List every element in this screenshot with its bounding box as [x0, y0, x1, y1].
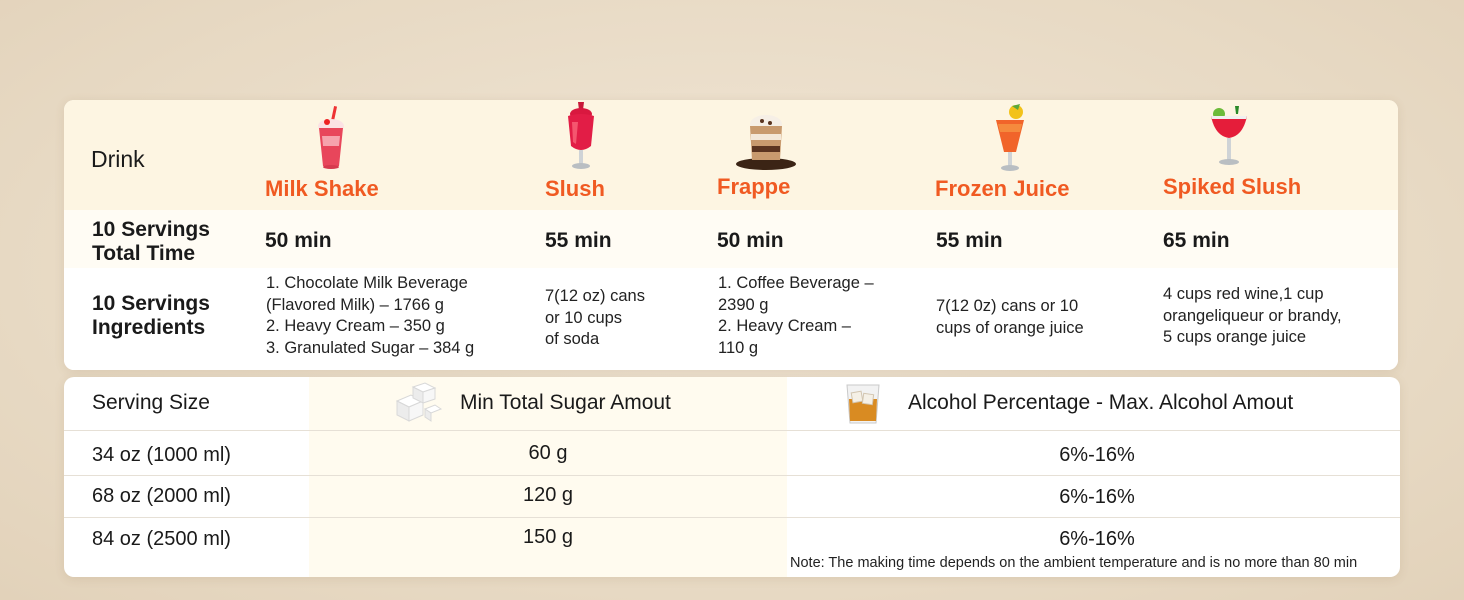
alcohol-cell: 6%-16% — [1059, 528, 1135, 550]
drink-comparison-table: Drink 10 Servings Total Time 10 Servings… — [64, 100, 1398, 370]
time-slush: 55 min — [545, 229, 612, 252]
drink-name-frozen-juice: Frozen Juice — [935, 176, 1070, 201]
serving-size-cell: 84 oz (2500 ml) — [92, 528, 231, 550]
alcohol-cell: 6%-16% — [1059, 486, 1135, 508]
total-time-row — [64, 210, 1398, 268]
sugar-cell: 150 g — [522, 526, 574, 548]
drink-name-milk-shake: Milk Shake — [265, 176, 379, 201]
ingredients-frappe: 1. Coffee Beverage – 2390 g 2. Heavy Cre… — [718, 273, 874, 359]
time-frozen-juice: 55 min — [936, 229, 1003, 252]
ingredient-line: 2. Heavy Cream – 350 g — [266, 317, 445, 335]
milkshake-icon — [318, 106, 344, 169]
ingredient-line: 1. Chocolate Milk Beverage — [266, 274, 468, 292]
ingredient-line: 2. Heavy Cream – — [718, 317, 851, 335]
spiked-slush-icon — [1211, 106, 1247, 165]
ingredient-line: 2390 g — [718, 295, 769, 314]
sugar-cell: 60 g — [528, 442, 568, 464]
whiskey-glass-icon — [846, 384, 880, 424]
time-milk-shake: 50 min — [265, 229, 332, 252]
alcohol-cell: 6%-16% — [1059, 444, 1135, 466]
ingredient-line: orangeliqueur or brandy, — [1163, 306, 1342, 325]
sugar-column-bg — [309, 377, 787, 577]
time-label-line1: 10 Servings — [92, 218, 210, 241]
ingredient-line: or 10 cups — [545, 308, 623, 327]
ingredient-line: 110 g — [718, 338, 759, 357]
ingredients-label-line1: 10 Servings — [92, 292, 210, 315]
ingredient-line: 3. Granulated Sugar – 384 g — [266, 338, 475, 357]
serving-size-cell: 34 oz (1000 ml) — [92, 444, 231, 466]
header-alcohol: Alcohol Percentage - Max. Alcohol Amout — [908, 391, 1294, 414]
ingredients-frozen-juice: 7(12 0z) cans or 10 cups of orange juice — [936, 296, 1084, 339]
ingredient-line: 4 cups red wine,1 cup — [1163, 285, 1324, 303]
footnote: Note: The making time depends on the amb… — [790, 555, 1358, 571]
ingredient-line: (Flavored Milk) – 1766 g — [266, 295, 444, 314]
ingredient-line: 7(12 0z) cans or 10 — [936, 297, 1079, 315]
drink-header-row — [64, 100, 1398, 210]
drink-name-frappe: Frappe — [717, 174, 791, 199]
slush-icon — [568, 102, 594, 169]
serving-size-cell: 68 oz (2000 ml) — [92, 485, 231, 507]
ingredient-line: cups of orange juice — [936, 318, 1084, 337]
serving-size-table: Serving Size Min Total Sugar Amout Alcoh… — [64, 377, 1400, 577]
frappe-icon — [736, 115, 796, 170]
ingredient-line: 1. Coffee Beverage – — [718, 274, 874, 292]
drink-name-slush: Slush — [545, 176, 605, 201]
row-divider — [64, 517, 1400, 518]
ingredients-row — [64, 268, 1398, 370]
time-label-line2: Total Time — [92, 242, 196, 265]
row-divider — [64, 430, 1400, 431]
time-frappe: 50 min — [717, 229, 784, 252]
header-sugar: Min Total Sugar Amout — [460, 391, 671, 414]
drink-row-label: Drink — [91, 146, 145, 172]
time-row-label: 10 Servings Total Time — [92, 218, 210, 266]
header-serving-size: Serving Size — [92, 391, 210, 414]
row-divider — [64, 475, 1400, 476]
sugar-cell: 120 g — [522, 484, 574, 506]
ingredients-row-label: 10 Servings Ingredients — [92, 292, 210, 340]
ingredients-spiked-slush: 4 cups red wine,1 cup orangeliqueur or b… — [1163, 284, 1342, 349]
ingredient-line: 5 cups orange juice — [1163, 328, 1307, 346]
time-spiked-slush: 65 min — [1163, 229, 1230, 252]
ingredients-slush: 7(12 oz) cans or 10 cups of soda — [545, 286, 645, 351]
ingredients-milk-shake: 1. Chocolate Milk Beverage (Flavored Mil… — [266, 273, 474, 359]
ingredient-line: of soda — [545, 330, 600, 348]
drink-name-spiked-slush: Spiked Slush — [1163, 174, 1302, 199]
ingredient-line: 7(12 oz) cans — [545, 287, 645, 305]
frozen-juice-icon — [996, 104, 1024, 171]
sugar-cubes-icon — [395, 382, 443, 422]
ingredients-label-line2: Ingredients — [92, 316, 206, 339]
